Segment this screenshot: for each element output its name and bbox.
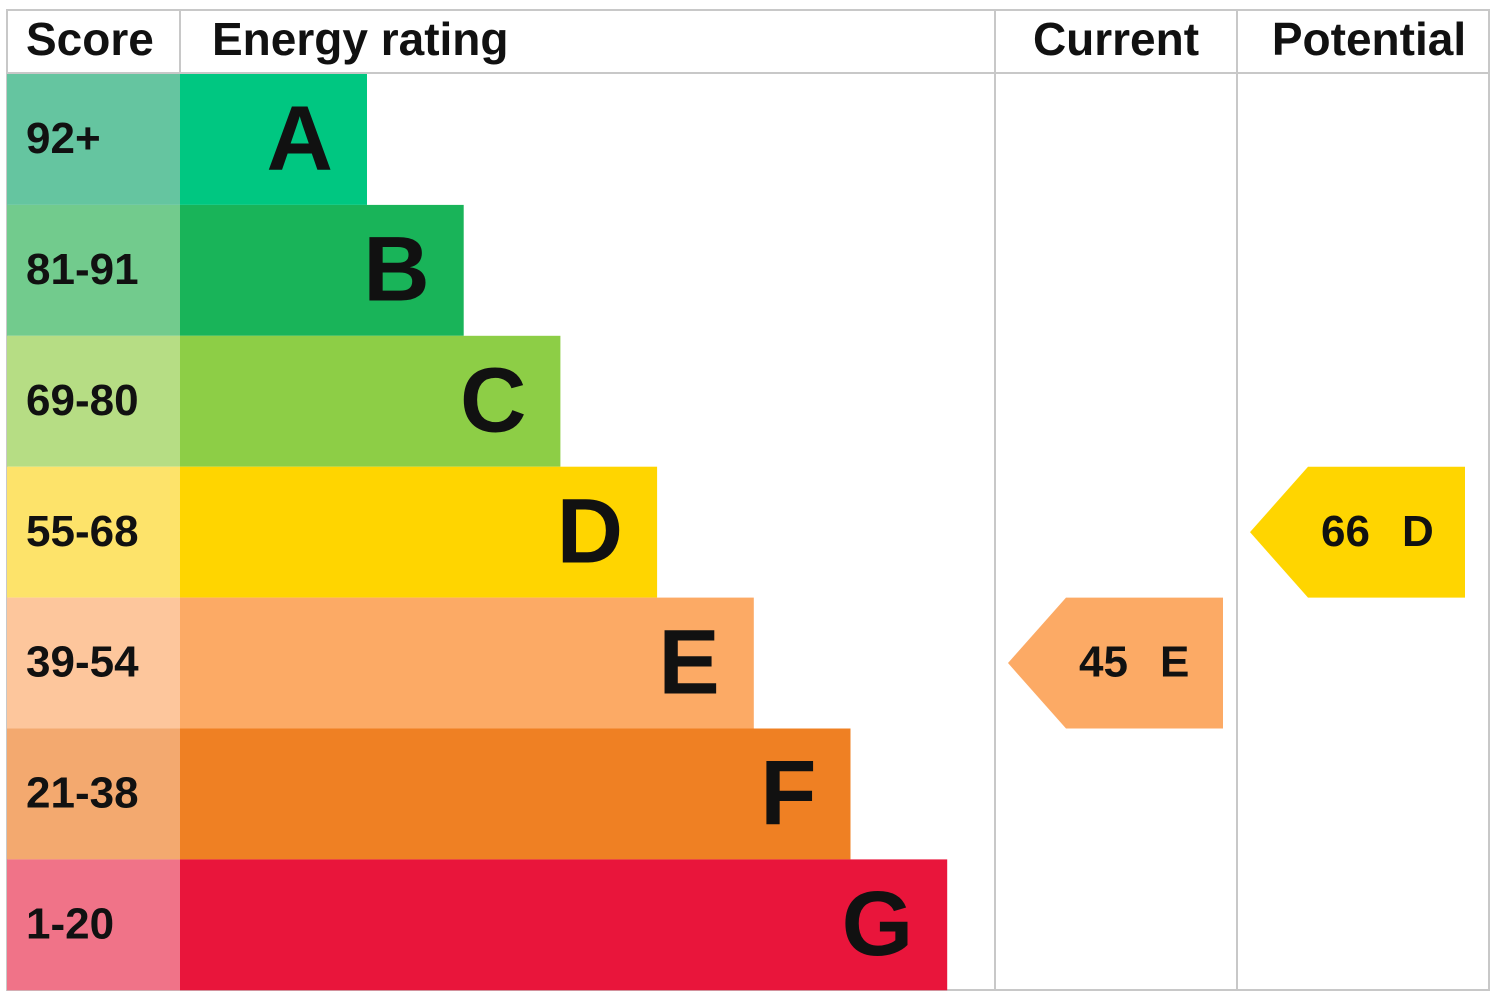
rating-bar xyxy=(180,728,851,860)
score-label: 81-91 xyxy=(26,245,139,294)
header-score: Score xyxy=(26,13,154,65)
header-potential: Potential xyxy=(1272,13,1466,65)
rating-bar xyxy=(180,335,561,467)
rating-letter: G xyxy=(842,873,914,975)
score-label: 1-20 xyxy=(26,899,114,948)
rating-letter: F xyxy=(760,742,816,844)
header-current: Current xyxy=(1033,13,1199,65)
rating-letter: A xyxy=(267,88,333,190)
rating-letter: D xyxy=(557,480,623,582)
rating-bar xyxy=(180,597,754,729)
rating-letter: E xyxy=(658,611,719,713)
score-label: 55-68 xyxy=(26,507,139,556)
score-label: 39-54 xyxy=(26,638,139,687)
score-label: 92+ xyxy=(26,114,101,163)
rating-letter: B xyxy=(363,219,429,321)
header-rating: Energy rating xyxy=(212,13,509,65)
current-rating: E xyxy=(1160,638,1189,687)
score-cell xyxy=(7,859,180,991)
score-cell xyxy=(7,466,180,598)
score-cell xyxy=(7,597,180,729)
score-cell xyxy=(7,74,180,205)
rating-bar xyxy=(180,74,367,205)
rating-bar xyxy=(180,466,658,598)
score-label: 69-80 xyxy=(26,376,139,425)
potential-value: 66 xyxy=(1321,507,1370,556)
potential-arrow xyxy=(1250,466,1465,598)
score-cell xyxy=(7,335,180,467)
rating-bar xyxy=(180,859,948,991)
score-cell xyxy=(7,728,180,860)
current-arrow xyxy=(1008,597,1223,729)
current-value: 45 xyxy=(1079,638,1128,687)
rating-letter: C xyxy=(460,350,526,452)
potential-rating: D xyxy=(1402,507,1434,556)
rating-bar xyxy=(180,204,464,336)
score-cell xyxy=(7,204,180,336)
score-label: 21-38 xyxy=(26,769,139,818)
